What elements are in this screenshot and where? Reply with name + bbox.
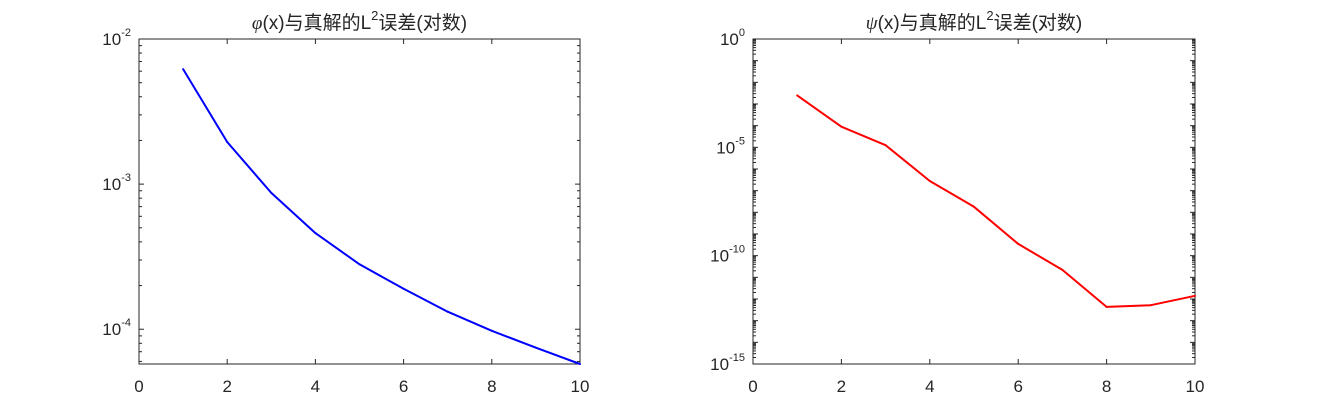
chart-title: φ(x)与真解的L2误差(对数): [252, 8, 467, 34]
x-tick-label: 2: [222, 377, 231, 396]
data-point: [973, 205, 975, 208]
y-tick-label: 10-4: [102, 317, 131, 339]
y-tick-exponent: -5: [735, 135, 745, 147]
y-tick-base: 10: [716, 138, 735, 157]
x-tick-label: 10: [571, 377, 590, 396]
title-superscript: 2: [986, 8, 993, 23]
title-text: (x)与真解的L: [878, 12, 987, 34]
y-tick-exponent: 0: [739, 27, 745, 39]
y-tick-label: 10-2: [102, 27, 131, 49]
x-tick-label: 4: [925, 377, 934, 396]
chart-title: ψ(x)与真解的L2误差(对数): [866, 8, 1082, 34]
data-point: [534, 346, 537, 349]
y-tick-exponent: -10: [729, 244, 745, 256]
title-symbol: ψ: [866, 13, 879, 34]
y-tick-label: 10-3: [102, 172, 131, 194]
y-tick-exponent: -15: [729, 352, 745, 364]
data-point: [1061, 268, 1064, 271]
y-tick-label: 10-10: [710, 244, 745, 266]
data-point: [226, 141, 229, 144]
title-suffix: 误差(对数): [378, 12, 467, 34]
data-point: [182, 68, 185, 71]
series-line: [796, 94, 1196, 308]
y-tick-label: 10-5: [716, 135, 745, 157]
x-tick-label: 8: [487, 377, 496, 396]
data-point: [270, 191, 273, 194]
data-point: [314, 232, 317, 235]
title-symbol: φ: [252, 13, 263, 34]
x-tick-label: 4: [311, 377, 320, 396]
y-tick-exponent: -4: [121, 317, 131, 329]
x-tick-label: 2: [837, 377, 846, 396]
title-superscript: 2: [371, 8, 378, 23]
y-tick-base: 10: [710, 355, 729, 374]
data-point: [1105, 305, 1108, 308]
title-suffix: 误差(对数): [994, 12, 1083, 34]
y-tick-exponent: -3: [121, 172, 131, 184]
y-tick-label: 100: [720, 27, 745, 49]
y-tick-base: 10: [102, 175, 121, 194]
y-tick-base: 10: [720, 30, 739, 49]
data-point: [579, 363, 581, 365]
data-point: [1017, 242, 1020, 245]
data-point: [446, 310, 449, 313]
title-text: (x)与真解的L: [262, 12, 371, 34]
data-point: [1149, 304, 1152, 307]
data-point: [840, 125, 843, 128]
data-point: [796, 94, 799, 97]
data-point: [1194, 294, 1196, 297]
y-tick-base: 10: [102, 320, 121, 339]
axes-box: [138, 38, 581, 365]
x-tick-label: 0: [134, 377, 143, 396]
x-tick-label: 0: [748, 377, 757, 396]
data-point: [928, 179, 931, 182]
x-tick-label: 8: [1102, 377, 1111, 396]
x-tick-label: 10: [1186, 377, 1205, 396]
data-point: [490, 329, 493, 332]
y-tick-base: 10: [102, 30, 121, 49]
y-tick-label: 10-15: [710, 352, 745, 374]
data-point: [358, 263, 361, 266]
y-tick-exponent: -2: [121, 27, 131, 39]
data-point: [402, 287, 405, 290]
series-line: [182, 68, 581, 365]
data-point: [884, 144, 887, 147]
x-tick-label: 6: [399, 377, 408, 396]
y-tick-base: 10: [710, 247, 729, 266]
x-tick-label: 6: [1013, 377, 1022, 396]
axes-box: [752, 38, 1196, 365]
